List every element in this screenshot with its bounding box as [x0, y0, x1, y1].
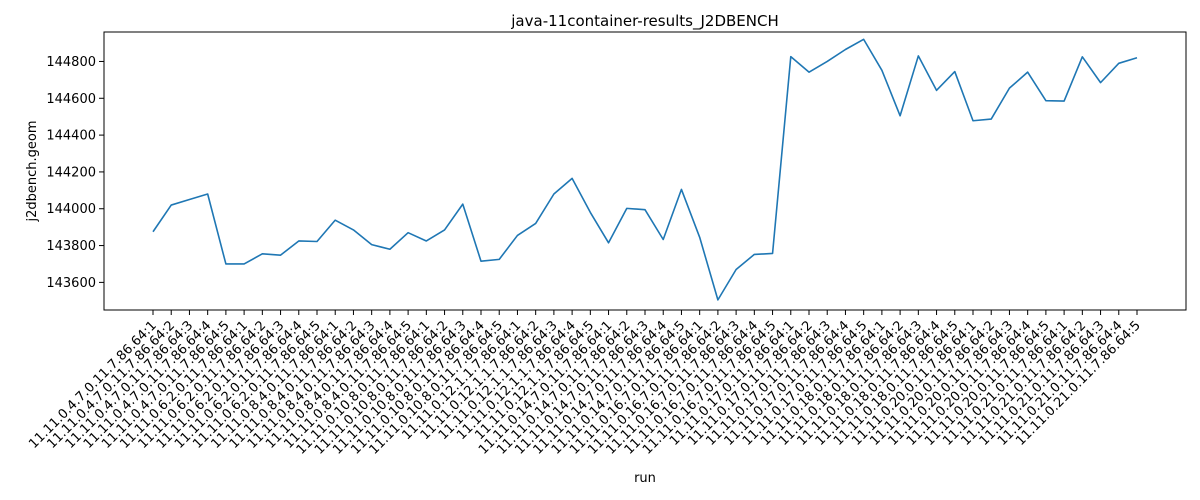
- y-tick-label: 143800: [46, 239, 96, 254]
- plot-frame: [103, 31, 1187, 311]
- series-line: [152, 38, 1138, 301]
- y-axis: 143600 143800 144000 144200 144400 144600 1448…: [46, 55, 104, 291]
- y-tick-label: 144600: [46, 92, 96, 107]
- y-tick-label: 143600: [46, 276, 96, 291]
- y-axis-title: j2dbench.geom: [25, 120, 40, 222]
- x-axis: 11.11.0.4.7.0.11.7.86.64:111.11.0.4.7.0.…: [26, 310, 1144, 458]
- plot-area: 143600 143800 144000 144200 144400 144600 1448…: [26, 31, 1187, 458]
- chart-title: java-11container-results_J2DBENCH: [510, 12, 778, 31]
- x-axis-title: run: [634, 471, 656, 486]
- y-tick-label: 144000: [46, 202, 96, 217]
- y-tick-label: 144200: [46, 165, 96, 180]
- y-tick-label: 144800: [46, 55, 96, 70]
- y-tick-label: 144400: [46, 129, 96, 144]
